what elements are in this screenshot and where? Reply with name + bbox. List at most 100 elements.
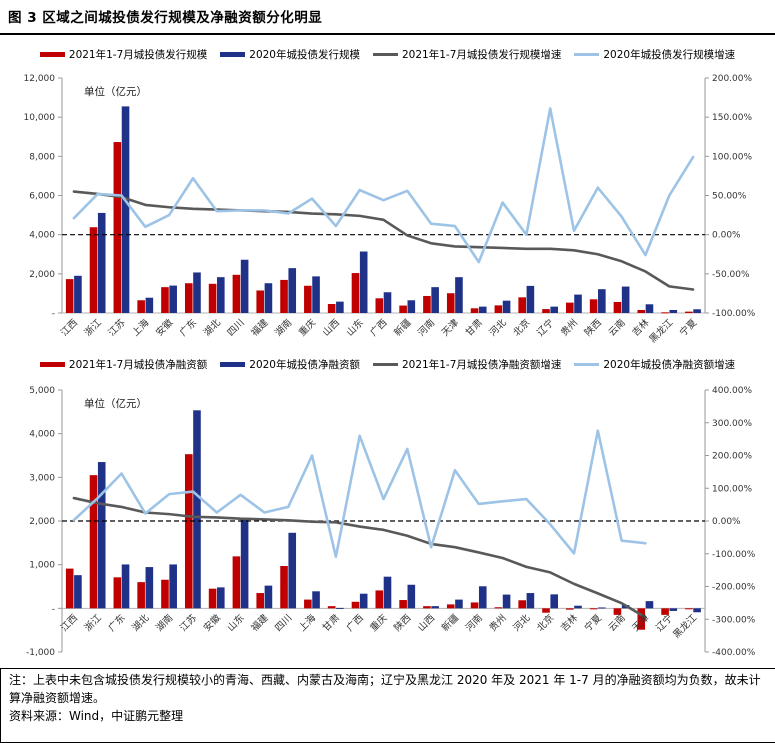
left-axis-tick-label: 2,000 — [29, 517, 55, 527]
legend-swatch-gray-line — [373, 53, 398, 56]
x-axis-label: 湖南 — [272, 317, 294, 339]
bar-2020 — [216, 277, 225, 313]
right-axis-tick-label: 300.00% — [712, 419, 752, 429]
left-axis-tick-label: - — [52, 604, 55, 614]
source-text: 资料来源：Wind，中证鹏元整理 — [9, 709, 184, 723]
bar-2021 — [661, 608, 669, 615]
x-axis-label: 新疆 — [392, 316, 414, 338]
legend-item-issuance-growth-2021: 2021年1-7月城投债发行规模增速 — [373, 47, 561, 62]
bar-2021 — [566, 608, 574, 610]
legend-label: 2021年1-7月城投债发行规模增速 — [402, 49, 562, 61]
bar-2021 — [89, 475, 98, 609]
x-axis-label: 云南 — [606, 612, 628, 634]
right-axis-tick-label: 0.00% — [712, 231, 741, 241]
net-financing-chart-legend: 2021年1-7月城投债净融资额 2020年城投债净融资额 2021年1-7月城… — [0, 357, 775, 372]
x-axis-label: 河南 — [463, 612, 485, 634]
left-axis-tick-label: 3,000 — [29, 473, 55, 483]
bar-2020 — [383, 292, 392, 313]
bar-2021 — [685, 608, 693, 610]
x-axis-label: 四川 — [273, 613, 294, 634]
x-axis-label: 湖南 — [153, 612, 175, 634]
bar-2021 — [161, 579, 169, 609]
bar-2020 — [121, 564, 130, 609]
bar-2021 — [184, 283, 193, 313]
bar-2020 — [598, 607, 606, 609]
bar-2020 — [216, 587, 225, 609]
bar-2021 — [208, 283, 217, 313]
legend-label: 2020年城投债净融资额 — [249, 359, 360, 371]
bar-2021 — [280, 565, 288, 609]
right-axis-tick-label: -50.00% — [712, 270, 750, 280]
legend-item-netfin-growth-2020: 2020年城投债净融资额增速 — [574, 357, 735, 372]
bar-2020 — [240, 519, 249, 609]
right-axis-tick-label: -400.00% — [712, 648, 756, 658]
bar-2020 — [407, 300, 416, 313]
right-axis-tick-label: 100.00% — [712, 484, 752, 494]
bar-2020 — [97, 212, 106, 313]
bar-2021 — [327, 606, 336, 609]
bar-2021 — [184, 454, 193, 609]
bar-2020 — [121, 106, 130, 313]
legend-item-issuance-growth-2020: 2020年城投债发行规模增速 — [574, 47, 735, 62]
bar-2020 — [74, 275, 82, 313]
bar-2020 — [74, 575, 82, 609]
left-axis-tick-label: 5,000 — [29, 386, 55, 396]
x-axis-label: 北京 — [534, 612, 556, 634]
bar-2021 — [304, 599, 312, 609]
left-axis-tick-label: - — [52, 309, 55, 319]
bar-2021 — [589, 299, 598, 313]
x-axis-label: 贵州 — [487, 612, 509, 634]
bar-2020 — [145, 297, 154, 313]
bar-2021 — [280, 279, 288, 313]
right-axis-tick-label: 0.00% — [712, 517, 741, 527]
x-axis-label: 浙江 — [82, 316, 104, 338]
x-axis-label: 江西 — [59, 317, 80, 338]
right-axis-tick-label: 150.00% — [712, 113, 752, 123]
bar-2021 — [137, 300, 145, 313]
bar-2021 — [232, 556, 241, 609]
bar-2021 — [446, 604, 455, 609]
bar-2020 — [169, 564, 177, 609]
bar-2021 — [423, 295, 431, 313]
bar-2020 — [550, 306, 559, 313]
bar-2021 — [399, 305, 407, 313]
bar-2021 — [161, 287, 169, 313]
legend-swatch-lightblue-line — [574, 53, 600, 56]
bar-2020 — [693, 309, 701, 313]
bar-2021 — [589, 608, 598, 610]
bar-2020 — [336, 301, 344, 313]
right-axis-tick-label: -100.00% — [712, 309, 756, 319]
x-axis-label: 重庆 — [368, 612, 390, 634]
bar-2020 — [550, 594, 559, 609]
x-axis-label: 黑龙江 — [647, 316, 676, 345]
bar-2021 — [375, 590, 384, 609]
right-axis-tick-label: 100.00% — [712, 152, 752, 162]
x-axis-label: 云南 — [606, 317, 628, 339]
x-axis-label: 江苏 — [177, 612, 199, 634]
bar-2021 — [137, 582, 145, 609]
x-axis-label: 黑龙江 — [671, 612, 700, 641]
right-axis-tick-label: 400.00% — [712, 386, 752, 396]
bar-2020 — [312, 276, 320, 313]
x-axis-label: 山东 — [344, 317, 366, 339]
x-axis-label: 甘肃 — [463, 317, 485, 339]
x-axis-label: 四川 — [226, 317, 247, 338]
bar-2021 — [446, 293, 455, 313]
x-axis-label: 重庆 — [296, 316, 318, 338]
bar-2021 — [399, 600, 407, 609]
bar-2021 — [65, 568, 74, 609]
x-axis-label: 陕西 — [582, 317, 604, 339]
legend-swatch-lightblue-line — [574, 363, 600, 366]
bar-2020 — [431, 606, 439, 609]
left-axis-tick-label: 4,000 — [29, 430, 55, 440]
bar-2020 — [478, 586, 487, 609]
bar-2020 — [526, 593, 535, 609]
bar-2020 — [193, 272, 201, 313]
bar-2020 — [574, 294, 582, 313]
figure-title: 图 3 区域之间城投债发行规模及净融资额分化明显 — [8, 10, 323, 26]
x-axis-label: 浙江 — [82, 612, 104, 634]
growth-line-2020 — [72, 107, 695, 264]
x-axis-label: 宁夏 — [677, 316, 699, 338]
bar-2020 — [193, 410, 201, 609]
bar-2020 — [169, 285, 177, 313]
